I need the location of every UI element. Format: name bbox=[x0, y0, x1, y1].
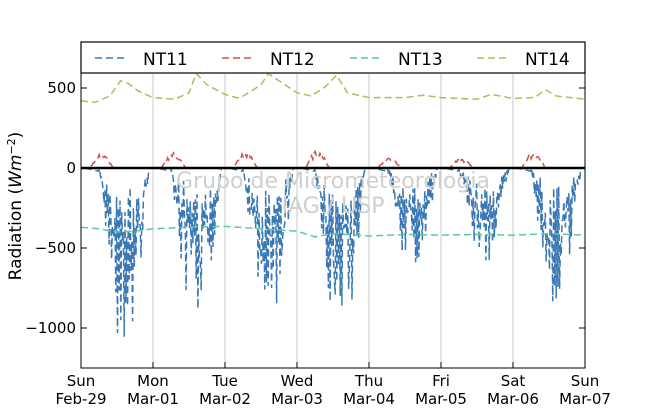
series-nt12-line bbox=[81, 149, 585, 169]
series-layer bbox=[80, 72, 586, 337]
x-tick-label-day: Sun bbox=[571, 372, 600, 390]
x-tick-label-day: Wed bbox=[281, 372, 314, 390]
x-tick-label-date: Mar-05 bbox=[415, 390, 467, 408]
x-axis: SunFeb-29MonMar-01TueMar-02WedMar-03ThuM… bbox=[55, 362, 611, 408]
x-tick-label-day: Mon bbox=[137, 372, 169, 390]
x-tick-label-day: Sun bbox=[67, 372, 96, 390]
legend-label: NT11 bbox=[143, 50, 188, 70]
watermark: Grupo de Micrometeorologia IAG / USP bbox=[176, 169, 490, 219]
x-tick-label-date: Mar-07 bbox=[559, 390, 611, 408]
watermark-line-2: IAG / USP bbox=[282, 194, 385, 219]
x-tick-label-date: Mar-02 bbox=[199, 390, 251, 408]
x-tick-label-day: Tue bbox=[211, 372, 238, 390]
legend: NT11 NT12 NT13 NT14 bbox=[80, 41, 586, 74]
x-tick-label-date: Feb-29 bbox=[55, 390, 106, 408]
x-gridlines bbox=[152, 73, 514, 368]
series-nt14-line bbox=[80, 72, 586, 104]
x-tick-label-date: Mar-06 bbox=[487, 390, 539, 408]
y-axis: 500 0 −500 −1000 bbox=[25, 79, 585, 337]
y-tick-label: 0 bbox=[66, 159, 76, 177]
watermark-line-1: Grupo de Micrometeorologia bbox=[176, 169, 490, 194]
series-nt13-line bbox=[80, 225, 586, 238]
x-tick-label-day: Thu bbox=[354, 372, 383, 390]
y-tick-label: 500 bbox=[47, 79, 76, 97]
legend-label: NT14 bbox=[525, 50, 570, 70]
x-tick-label-date: Mar-03 bbox=[271, 390, 323, 408]
y-tick-label: −500 bbox=[35, 239, 76, 257]
x-tick-label-day: Sat bbox=[501, 372, 526, 390]
x-tick-label-day: Fri bbox=[432, 372, 450, 390]
y-tick-label: −1000 bbox=[25, 319, 76, 337]
x-tick-label-date: Mar-01 bbox=[127, 390, 179, 408]
legend-label: NT12 bbox=[270, 50, 315, 70]
series-nt11-line bbox=[84, 166, 585, 337]
x-tick-label-date: Mar-04 bbox=[343, 390, 395, 408]
plot-frame bbox=[80, 72, 586, 369]
y-axis-label: Radiation (Wm−2) bbox=[5, 132, 27, 281]
legend-label: NT13 bbox=[398, 50, 443, 70]
